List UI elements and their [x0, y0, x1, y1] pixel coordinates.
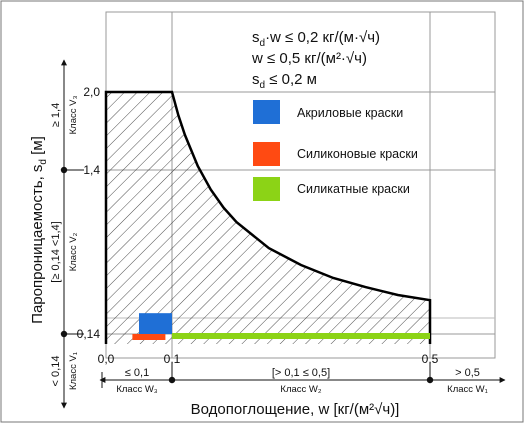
x-tick-label-1: 0,1 [164, 352, 181, 366]
acceptable-region [106, 92, 430, 344]
x-axis-label: Водопоглощение, w [кг/(м²√ч)] [191, 401, 400, 418]
y-class-range-2: < 0,14 [50, 356, 62, 387]
legend-label-silicate: Силикатные краски [297, 182, 410, 196]
formula-2: w ≤ 0,5 кг/(м²·√ч) [251, 50, 367, 67]
axes [60, 59, 506, 409]
series-mark-2 [172, 333, 430, 339]
series-mark-1 [132, 334, 166, 340]
legend-swatch-acrylic [253, 100, 280, 124]
series-marks [132, 313, 430, 340]
formula-1: sd·w ≤ 0,2 кг/(м·√ч) [252, 29, 380, 49]
legend: Акриловые краски Силиконовые краски Сили… [253, 100, 418, 201]
y-class-name-2: Класс V₁ [68, 352, 79, 390]
legend-label-acrylic: Акриловые краски [297, 106, 403, 120]
tick-labels: 2,0 1,4 0,14 0,0 0,1 0,5 [77, 85, 439, 366]
x-class-name-2: Класс W₁ [447, 384, 488, 395]
x-class-range-1: [> 0,1 ≤ 0,5] [272, 367, 330, 379]
x-tick-label-2: 0,5 [422, 352, 439, 366]
y-class-range-1: [≥ 0,14 <1,4] [50, 221, 62, 282]
y-tick-label-1: 1,4 [83, 163, 100, 177]
x-tick-label-0: 0,0 [98, 352, 115, 366]
legend-label-silicone: Силиконовые краски [297, 147, 418, 161]
x-class-name-0: Класс W₃ [116, 384, 157, 395]
x-class-name-1: Класс W₂ [280, 384, 321, 395]
x-class-range-2: > 0,5 [455, 367, 480, 379]
y-axis-label: Паропроницаемость, sd [м] [29, 136, 49, 324]
y-tick-label-0: 2,0 [83, 85, 100, 99]
series-mark-0 [139, 313, 172, 334]
y-tick-label-2: 0,14 [77, 327, 101, 341]
legend-swatch-silicone [253, 142, 280, 166]
x-class-range-0: ≤ 0,1 [125, 367, 149, 379]
svg-text:Паропроницаемость, sd [м]: Паропроницаемость, sd [м] [29, 136, 49, 324]
y-class-name-0: Класс V₃ [68, 96, 79, 135]
boundary-curve [104, 90, 432, 344]
formula-3: sd ≤ 0,2 м [252, 71, 317, 91]
class-annotations: ≥ 1,4 Класс V₃ [≥ 0,14 <1,4] Класс V₂ < 0,14… [50, 96, 488, 395]
y-class-range-0: ≥ 1,4 [50, 103, 62, 127]
formulas: sd·w ≤ 0,2 кг/(м·√ч) w ≤ 0,5 кг/(м²·√ч) … [251, 29, 380, 91]
y-class-name-1: Класс V₂ [68, 232, 79, 271]
legend-swatch-silicate [253, 177, 280, 201]
